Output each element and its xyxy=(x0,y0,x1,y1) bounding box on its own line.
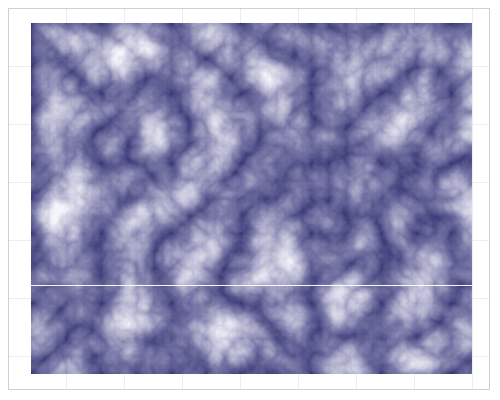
horizontal-scan-line xyxy=(31,285,472,286)
noise-canvas-area[interactable] xyxy=(31,23,472,374)
cloud-noise-texture[interactable] xyxy=(31,23,472,374)
noise-preview-frame xyxy=(8,8,490,390)
